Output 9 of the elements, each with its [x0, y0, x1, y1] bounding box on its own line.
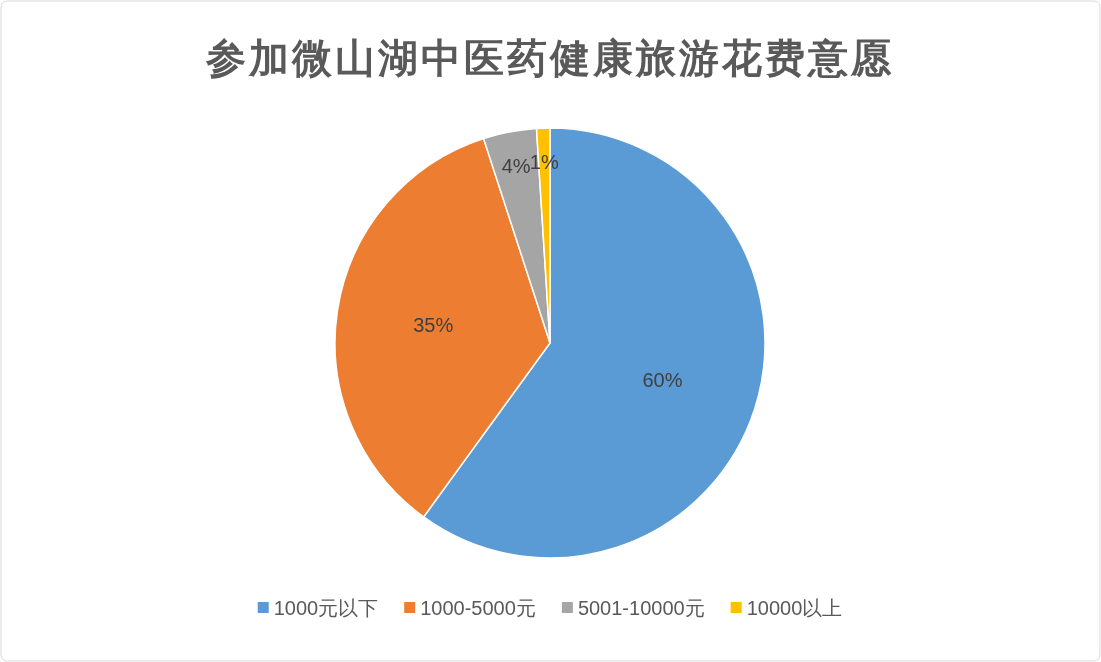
data-label: 60% [642, 368, 683, 391]
data-label: 1% [529, 151, 559, 174]
data-label: 35% [413, 313, 454, 336]
legend-label: 1000-5000元 [420, 597, 536, 619]
legend-label: 5001-10000元 [577, 597, 705, 619]
legend-label: 1000元以下 [273, 597, 379, 619]
legend-label: 10000以上 [746, 597, 843, 619]
data-label: 4% [501, 154, 531, 177]
chart-title: 参加微山湖中医药健康旅游花费意愿 [205, 36, 894, 80]
